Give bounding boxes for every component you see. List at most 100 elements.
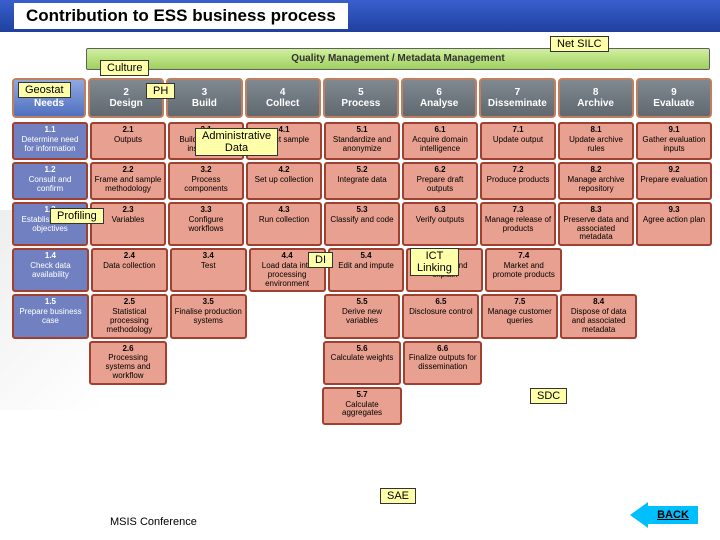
process-cell: 7.5Manage customer queries	[481, 294, 558, 338]
cell-text: Prepare evaluation	[640, 176, 707, 185]
phase-evaluate: 9Evaluate	[636, 78, 712, 118]
cell-number: 6.3	[434, 206, 445, 215]
cell-text: Outputs	[114, 136, 142, 145]
phase-num: 4	[280, 87, 286, 98]
process-cell: 5.6Calculate weights	[323, 341, 402, 385]
cell-text: Preserve data and associated metadata	[562, 216, 630, 242]
cell-text: Calculate aggregates	[326, 401, 398, 419]
cell-text: Classify and code	[330, 216, 393, 225]
phase-num: 8	[593, 87, 599, 98]
cell-text: Disclosure control	[409, 308, 473, 317]
grid-row: 2.6Processing systems and workflow 5.6Cal…	[12, 341, 712, 385]
empty-cell	[484, 341, 559, 385]
cell-number: 7.3	[512, 206, 523, 215]
phase-label: Evaluate	[653, 98, 694, 109]
process-cell: 2.2Frame and sample methodology	[90, 162, 166, 200]
phase-header-row: Specify Needs 2Design 3Build 4Collect 5P…	[12, 78, 712, 118]
cell-number: 3.5	[203, 298, 214, 307]
phase-label: Analyse	[420, 98, 458, 109]
cell-text: Update output	[493, 136, 543, 145]
phase-num: 6	[436, 87, 442, 98]
process-cell: 5.1Standardize and anonymize	[324, 122, 400, 160]
process-cell: 3.3Configure workflows	[168, 202, 244, 246]
cell-number: 7.2	[512, 166, 523, 175]
cell-text: Prepare business case	[16, 308, 85, 326]
cell-number: 4.2	[278, 166, 289, 175]
empty-cell	[245, 387, 321, 425]
callout-geostat: Geostat	[18, 82, 71, 98]
phase-num: 7	[515, 87, 521, 98]
cell-number: 9.3	[668, 206, 679, 215]
process-cell: 1.1Determine need for information	[12, 122, 88, 160]
process-cell: 9.1Gather evaluation inputs	[636, 122, 712, 160]
cell-text: Test	[201, 262, 216, 271]
cell-text: Variables	[112, 216, 145, 225]
process-cell: 7.2Produce products	[480, 162, 556, 200]
empty-cell	[637, 387, 713, 425]
cell-text: Data collection	[103, 262, 155, 271]
process-cell: 8.3Preserve data and associated metadata	[558, 202, 634, 246]
callout-culture: Culture	[100, 60, 149, 76]
cell-number: 6.5	[435, 298, 446, 307]
specify-line2: Needs	[34, 98, 64, 109]
cell-number: 2.1	[122, 126, 133, 135]
cell-number: 5.3	[356, 206, 367, 215]
cell-number: 2.5	[124, 298, 135, 307]
cell-text: Processing systems and workflow	[93, 354, 164, 380]
cell-text: Calculate weights	[331, 354, 394, 363]
process-cell: 5.4Edit and impute	[328, 248, 405, 292]
cell-number: 4.4	[282, 252, 293, 261]
process-cell: 3.5Finalise production systems	[170, 294, 247, 338]
empty-cell	[637, 341, 712, 385]
process-cell: 7.4Market and promote products	[485, 248, 562, 292]
phase-label: Process	[341, 98, 380, 109]
cell-text: Run collection	[259, 216, 309, 225]
phase-label: Design	[109, 98, 142, 109]
phase-label: Collect	[266, 98, 299, 109]
cell-number: 9.1	[668, 126, 679, 135]
cell-number: 5.1	[356, 126, 367, 135]
cell-number: 8.2	[590, 166, 601, 175]
cell-number: 6.1	[434, 126, 445, 135]
phase-disseminate: 7Disseminate	[479, 78, 555, 118]
title-bar: Contribution to ESS business process	[0, 0, 720, 32]
cell-number: 1.4	[45, 252, 56, 261]
page-title: Contribution to ESS business process	[14, 3, 348, 29]
cell-number: 4.3	[278, 206, 289, 215]
process-grid: 1.1Determine need for information 2.1Outp…	[12, 122, 712, 427]
grid-row: 1.2Consult and confirm2.2Frame and sampl…	[12, 162, 712, 200]
phase-label: Disseminate	[488, 98, 547, 109]
cell-number: 7.4	[518, 252, 529, 261]
cell-text: Manage archive repository	[562, 176, 630, 194]
back-button[interactable]: BACK	[630, 502, 700, 528]
cell-text: Frame and sample methodology	[94, 176, 162, 194]
cell-text: Derive new variables	[328, 308, 397, 326]
cell-text: Consult and confirm	[16, 176, 84, 194]
empty-cell	[12, 341, 87, 385]
cell-number: 5.2	[356, 166, 367, 175]
cell-number: 6.2	[434, 166, 445, 175]
cell-number: 5.6	[356, 345, 367, 354]
callout-profiling: Profiling	[50, 208, 104, 224]
process-cell: 7.1Update output	[480, 122, 556, 160]
cell-text: Finalize outputs for dissemination	[407, 354, 478, 372]
footer-text: MSIS Conference	[110, 516, 197, 528]
phase-label: Build	[192, 98, 217, 109]
cell-text: Agree action plan	[643, 216, 705, 225]
cell-number: 5.5	[356, 298, 367, 307]
process-cell: 6.1Acquire domain intelligence	[402, 122, 478, 160]
phase-build: 3Build	[166, 78, 242, 118]
cell-text: Market and promote products	[489, 262, 558, 280]
process-cell: 2.6Processing systems and workflow	[89, 341, 168, 385]
grid-row: 5.7Calculate aggregates	[12, 387, 712, 425]
process-cell: 7.3Manage release of products	[480, 202, 556, 246]
grid-row: 1.1Determine need for information 2.1Outp…	[12, 122, 712, 160]
process-cell: 3.2Process components	[168, 162, 244, 200]
process-cell: 8.1Update archive rules	[558, 122, 634, 160]
cell-text: Check data availability	[16, 262, 85, 280]
callout-admin-data: Administrative Data	[195, 128, 278, 156]
phase-archive: 8Archive	[558, 78, 634, 118]
cell-number: 2.6	[122, 345, 133, 354]
cell-number: 2.3	[122, 206, 133, 215]
process-cell: 1.2Consult and confirm	[12, 162, 88, 200]
